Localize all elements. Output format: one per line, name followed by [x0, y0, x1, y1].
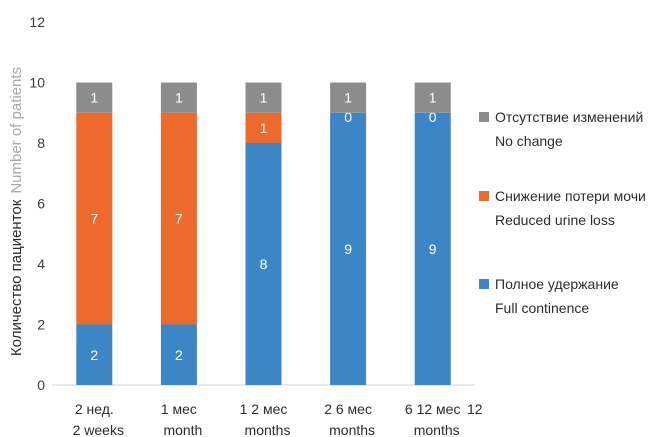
x-tick-label-line2: months: [414, 422, 460, 437]
bar-data-label: 1: [344, 90, 352, 106]
bar-segment: [245, 143, 282, 385]
y-tick-label: 8: [37, 135, 45, 151]
x-tick-label-trailing: 12: [467, 401, 483, 417]
x-tick-label-line2: month: [163, 422, 202, 437]
bar-segment: [76, 112, 113, 325]
bar-data-label: 1: [90, 90, 98, 106]
bar-segment: [330, 112, 367, 385]
y-tick-label: 12: [29, 14, 45, 30]
y-axis-label: Количество пациенток Number of patients: [8, 67, 25, 356]
x-tick-label-line2: months: [245, 422, 291, 437]
bar-data-label: 7: [175, 211, 183, 227]
x-tick-label-line1: 6 12 мес: [405, 401, 461, 417]
bar-data-label: 7: [90, 211, 98, 227]
bar-segment: [160, 112, 197, 325]
x-tick-label-line1: 1 2 мес: [240, 401, 288, 417]
bar-data-label: 9: [344, 241, 352, 257]
y-axis-title: Количество пациенток Number of patients: [8, 67, 25, 356]
bar-segment: [330, 82, 367, 113]
legend-label-en: Reduced urine loss: [495, 212, 615, 228]
legend-label-ru: Отсутствие изменений: [495, 109, 644, 125]
y-tick-label: 10: [29, 75, 45, 91]
y-axis-title-ru: Количество пациенток: [8, 199, 25, 356]
x-tick-label-line2: 2 weeks: [73, 422, 124, 437]
bar-segment: [76, 324, 113, 385]
y-axis-title-en: Number of patients: [8, 67, 25, 194]
legend-label-en: Full continence: [495, 300, 590, 316]
legend-swatch: [479, 191, 489, 201]
legend-swatch: [479, 112, 489, 122]
bar-segment: [245, 112, 282, 143]
y-tick-label: 2: [37, 317, 45, 333]
y-axis-ticks: 0 2 4 6 8 10 12: [29, 14, 45, 393]
bar-data-label: 0: [429, 109, 437, 125]
bar-data-label: 9: [429, 241, 437, 257]
bar-segment: [76, 82, 113, 113]
y-tick-label: 6: [37, 196, 45, 212]
legend-swatch: [479, 279, 489, 289]
bar-segment: [414, 112, 451, 385]
legend-label-en: No change: [495, 133, 563, 149]
x-tick-label-line1: 1 мес: [161, 401, 197, 417]
bar-segment: [160, 82, 197, 113]
bar-data-label: 1: [260, 120, 268, 136]
x-axis-ticks: 2 нед. 2 weeks 1 мес month 1 2 мес months 2 6 …: [73, 401, 483, 437]
bar-data-label: 1: [175, 90, 183, 106]
bar-segment: [414, 82, 451, 113]
bar-segment: [245, 82, 282, 113]
y-tick-label: 0: [37, 377, 45, 393]
legend-label-ru: Полное удержание: [495, 276, 619, 292]
bar-data-label: 1: [260, 90, 268, 106]
y-tick-label: 4: [37, 256, 45, 272]
bar-data-label: 0: [344, 109, 352, 125]
bar-data-label: 2: [175, 347, 183, 363]
x-tick-label-line1: 2 6 мес: [324, 401, 372, 417]
bar-data-label: 1: [429, 90, 437, 106]
bar-segment: [160, 324, 197, 385]
x-tick-label-line2: months: [329, 422, 375, 437]
bar-data-label: 2: [90, 347, 98, 363]
x-tick-label-line1: 2 нед.: [75, 401, 114, 417]
legend-label-ru: Снижение потери мочи: [495, 188, 646, 204]
bar-data-label: 8: [260, 256, 268, 272]
